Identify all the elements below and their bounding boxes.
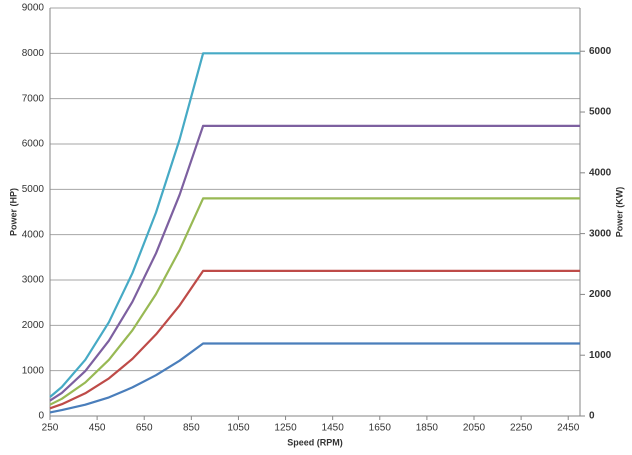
y-tick-label: 7000: [22, 93, 45, 104]
y2-tick-label: 2000: [589, 289, 612, 300]
series-line: [49, 197, 580, 406]
y-tick-label: 6000: [22, 139, 45, 150]
x-axis-title: Speed (RPM): [287, 437, 343, 447]
y-tick-label: 0: [38, 411, 44, 422]
y2-tick-label: 4000: [589, 167, 612, 178]
x-tick-label: 450: [89, 423, 106, 434]
x-tick-label: 2050: [463, 423, 486, 434]
x-tick-label: 2250: [510, 423, 533, 434]
y-tick-label: 5000: [22, 184, 45, 195]
series-line: [49, 269, 580, 410]
x-tick-label: 650: [136, 423, 153, 434]
x-tick-label: 1050: [227, 423, 250, 434]
x-tick-label: 1250: [274, 423, 297, 434]
y-tick-label: 2000: [22, 320, 45, 331]
series-line: [49, 52, 580, 398]
series-line: [49, 342, 580, 414]
y-tick-label: 1000: [22, 365, 45, 376]
y2-tick-label: 1000: [589, 350, 612, 361]
y-tick-label: 4000: [22, 229, 45, 240]
y-tick-label: 9000: [22, 3, 45, 14]
y-axis-title: Power (HP): [8, 188, 18, 236]
series-line: [49, 124, 580, 402]
x-tick-label: 1650: [369, 423, 392, 434]
x-tick-label: 2450: [557, 423, 580, 434]
x-tick-label: 1850: [416, 423, 439, 434]
y2-tick-label: 0: [589, 411, 595, 422]
y-tick-label: 3000: [22, 275, 45, 286]
y-tick-label: 8000: [22, 48, 45, 59]
y2-tick-label: 5000: [589, 107, 612, 118]
y2-tick-label: 6000: [589, 46, 612, 57]
x-tick-label: 1450: [322, 423, 345, 434]
y2-axis-title: Power (KW): [614, 187, 624, 238]
x-tick-label: 850: [183, 423, 200, 434]
y2-tick-label: 3000: [589, 228, 612, 239]
x-tick-label: 250: [42, 423, 59, 434]
